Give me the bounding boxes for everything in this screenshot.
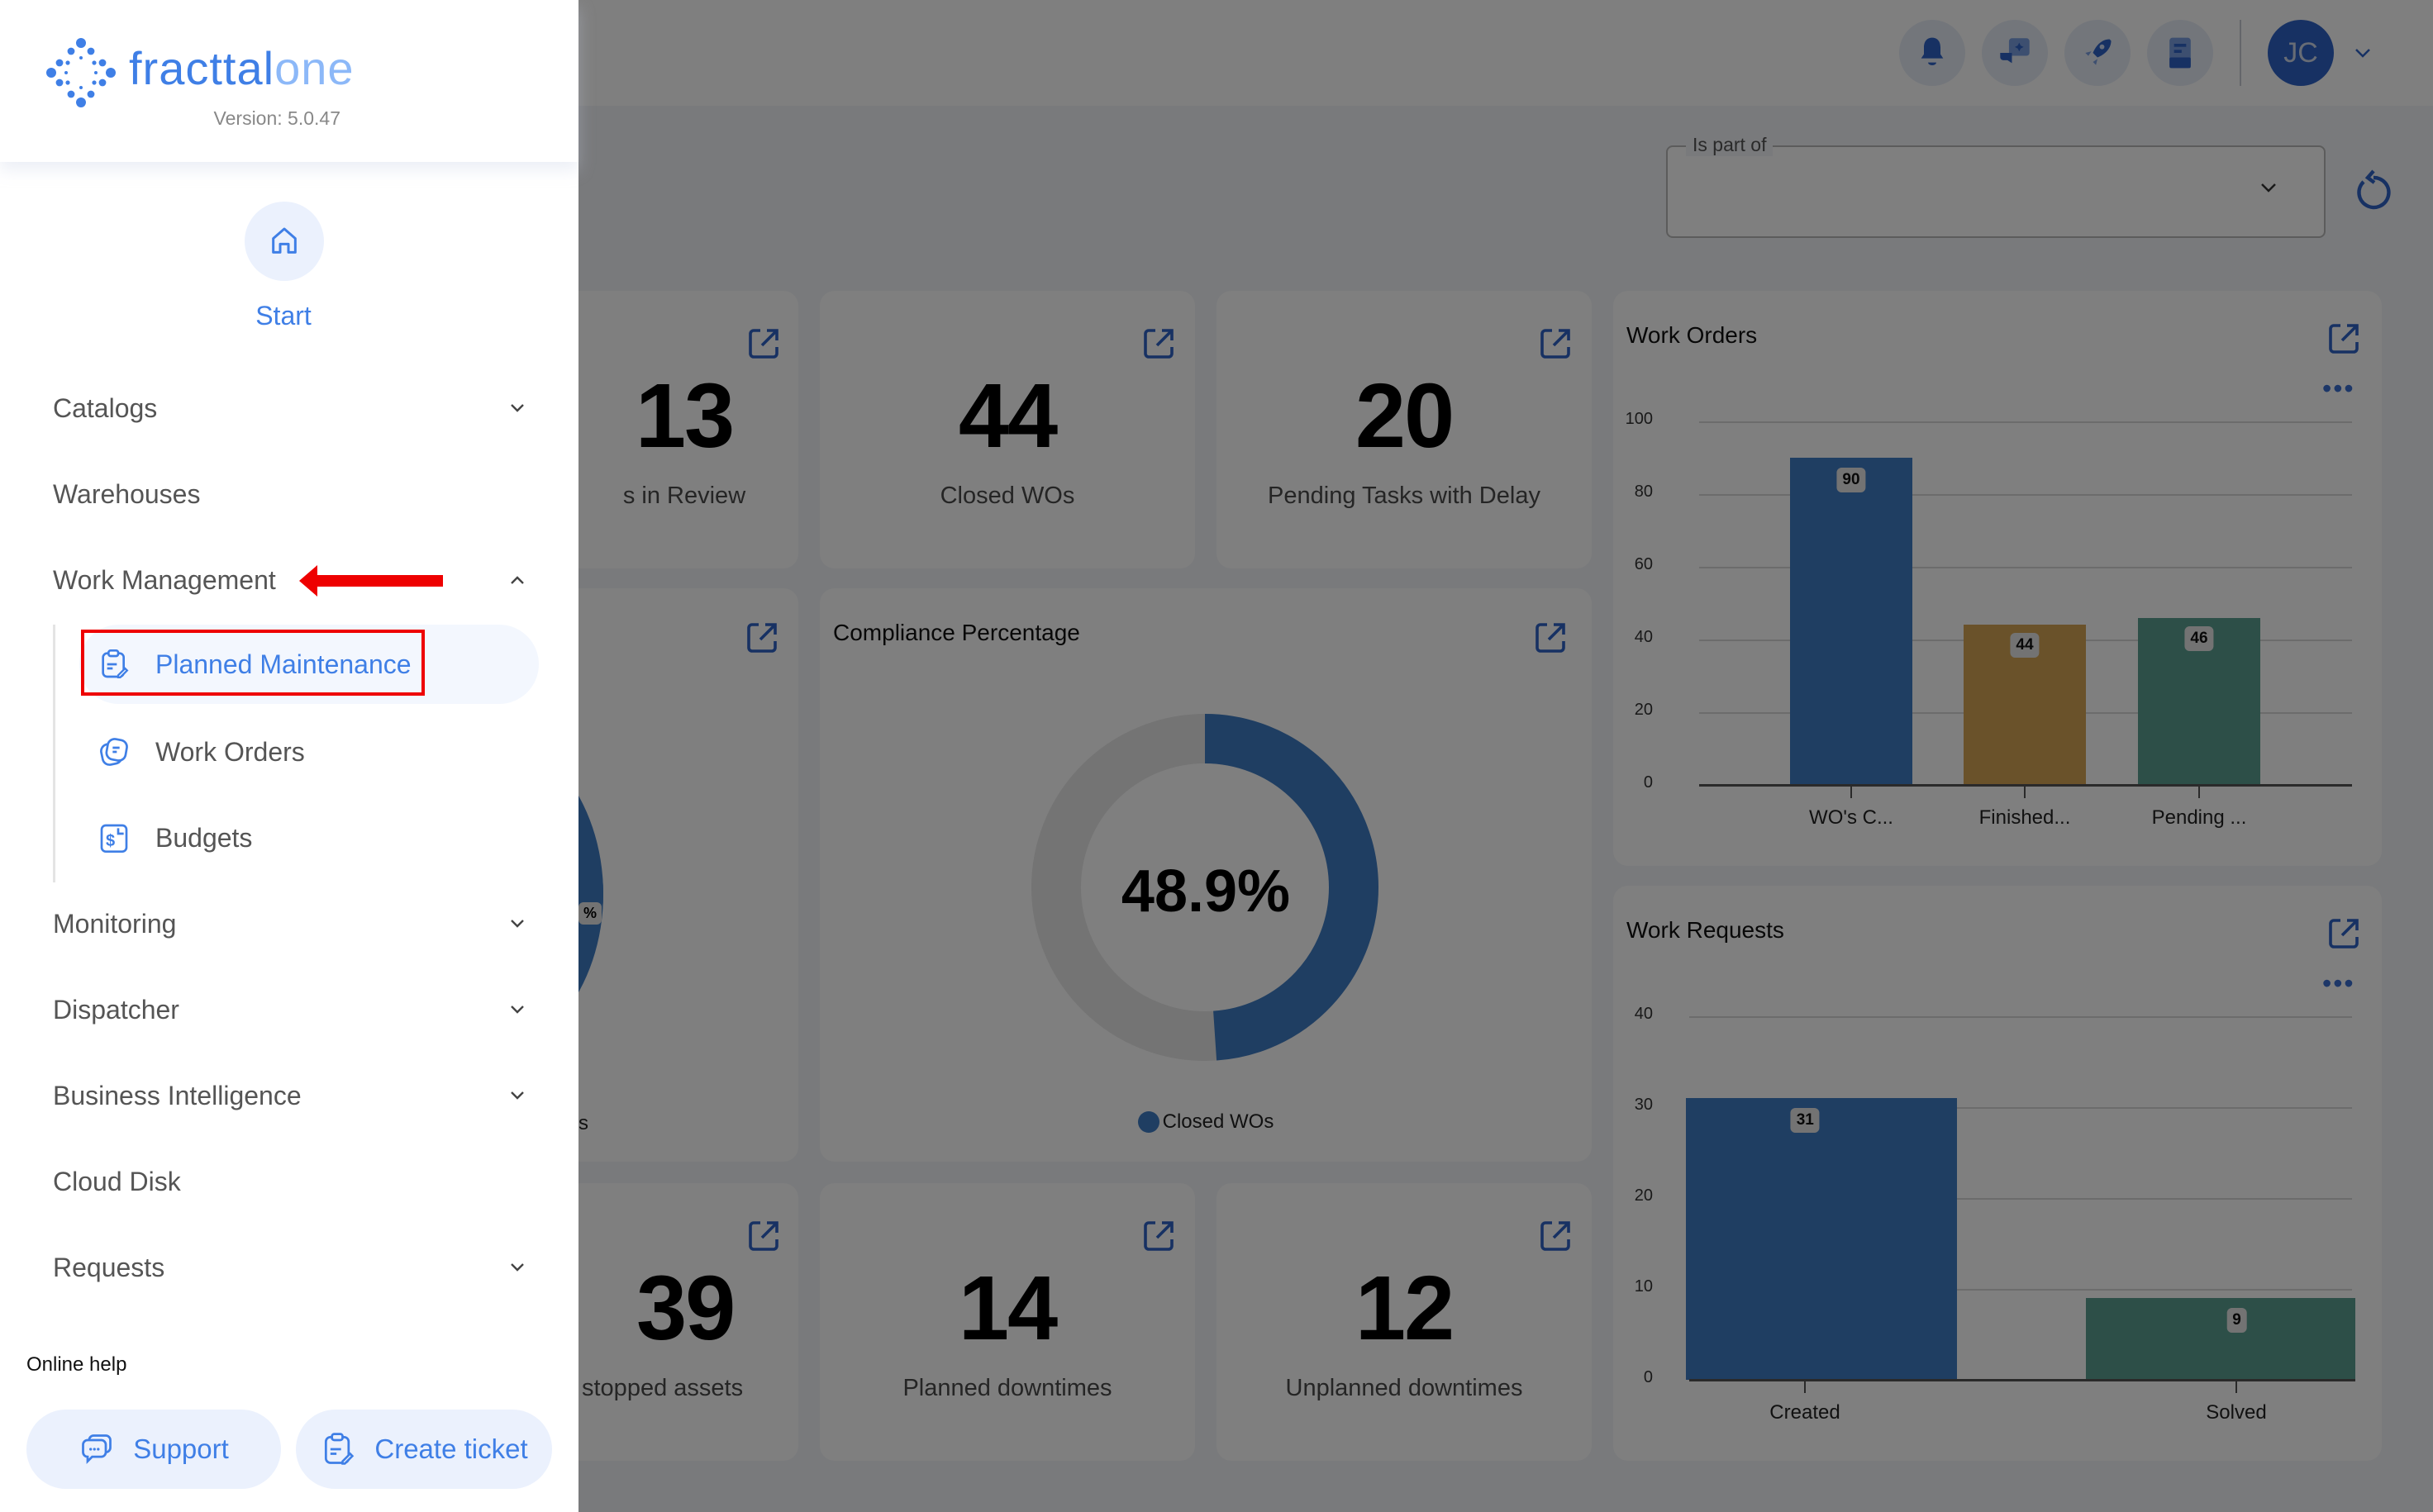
chevron-down-icon bbox=[506, 1256, 529, 1279]
clipboard-edit-icon bbox=[98, 648, 131, 681]
sidebar-item-planned-maintenance[interactable]: Planned Maintenance bbox=[79, 625, 539, 704]
start-button[interactable] bbox=[245, 202, 324, 281]
budget-dollar-icon: $ bbox=[98, 821, 131, 854]
create-ticket-button[interactable]: Create ticket bbox=[296, 1410, 552, 1489]
sidebar-item-business-intelligence[interactable]: Business Intelligence bbox=[53, 1071, 529, 1120]
chevron-up-icon bbox=[506, 568, 529, 592]
sidebar-item-cloud-disk[interactable]: Cloud Disk bbox=[53, 1166, 181, 1196]
brand-header: fracttalone Version: 5.0.47 bbox=[0, 0, 578, 162]
chevron-down-icon bbox=[506, 998, 529, 1021]
support-label: Support bbox=[133, 1434, 229, 1464]
sidebar-item-requests[interactable]: Requests bbox=[53, 1243, 529, 1292]
sidebar-item-dispatcher[interactable]: Dispatcher bbox=[53, 985, 529, 1034]
home-icon bbox=[272, 227, 297, 254]
sidebar-item-monitoring[interactable]: Monitoring bbox=[53, 899, 529, 949]
online-help-label: Online help bbox=[26, 1353, 127, 1376]
sidebar-item-work-management[interactable]: Work Management bbox=[53, 555, 529, 605]
submenu-rail bbox=[53, 625, 55, 882]
app-version: Version: 5.0.47 bbox=[213, 107, 340, 129]
chevron-down-icon bbox=[506, 912, 529, 935]
sidebar-item-catalogs[interactable]: Catalogs bbox=[53, 383, 529, 433]
clipboard-edit-icon bbox=[325, 1433, 355, 1465]
chat-support-icon bbox=[82, 1434, 112, 1464]
fracttal-logo-icon bbox=[46, 38, 116, 107]
chevron-down-icon bbox=[506, 397, 529, 420]
sidebar-item-warehouses[interactable]: Warehouses bbox=[53, 478, 201, 509]
work-orders-icon bbox=[98, 735, 131, 768]
navigation-drawer: fracttalone Version: 5.0.47 Start Catalo… bbox=[0, 0, 578, 1512]
sidebar-item-work-orders[interactable]: Work Orders bbox=[79, 712, 539, 792]
chevron-down-icon bbox=[506, 1084, 529, 1107]
brand-name: fracttalone bbox=[129, 42, 355, 94]
sidebar-item-budgets[interactable]: $ Budgets bbox=[79, 798, 539, 877]
svg-text:$: $ bbox=[106, 832, 115, 850]
support-button[interactable]: Support bbox=[26, 1410, 281, 1489]
start-label: Start bbox=[255, 301, 312, 330]
annotation-arrow-icon bbox=[299, 565, 443, 597]
annotation-highlight-box bbox=[81, 630, 425, 696]
create-ticket-label: Create ticket bbox=[374, 1434, 528, 1464]
